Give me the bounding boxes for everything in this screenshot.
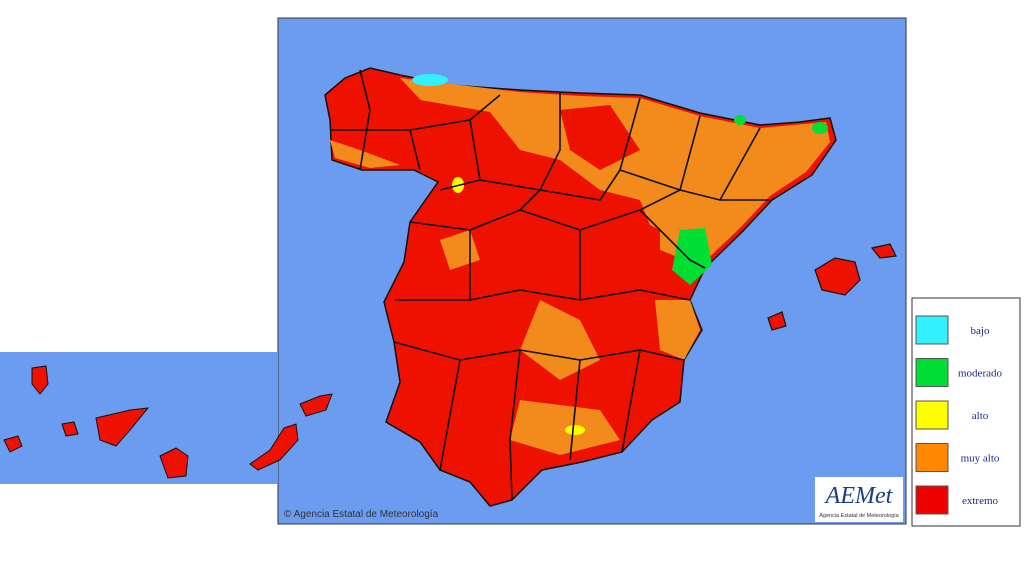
legend-swatch [915, 400, 949, 430]
risk-zones-low [412, 74, 448, 86]
copyright: © Agencia Estatal de Meteorología [284, 509, 439, 520]
legend-label: muy alto [961, 453, 1000, 465]
legend-label: alto [972, 410, 989, 422]
legend-label: bajo [971, 325, 990, 337]
legend-swatch [915, 358, 949, 387]
logo: AEMet [824, 483, 894, 509]
legend-swatch [915, 315, 949, 345]
legend-label: extremo [962, 495, 999, 507]
balearic-islands [767, 243, 897, 331]
risk-zones-extreme [420, 100, 660, 280]
legend-swatch [915, 443, 949, 472]
logo-subtitle: Agencia Estatal de Meteorología [819, 513, 899, 519]
risk-zones-moderate [672, 115, 828, 285]
legend-label: moderado [958, 368, 1002, 380]
canary-islands [3, 365, 333, 479]
province-borders [330, 69, 770, 501]
legend-swatch [915, 485, 949, 515]
logo-box [815, 477, 903, 522]
